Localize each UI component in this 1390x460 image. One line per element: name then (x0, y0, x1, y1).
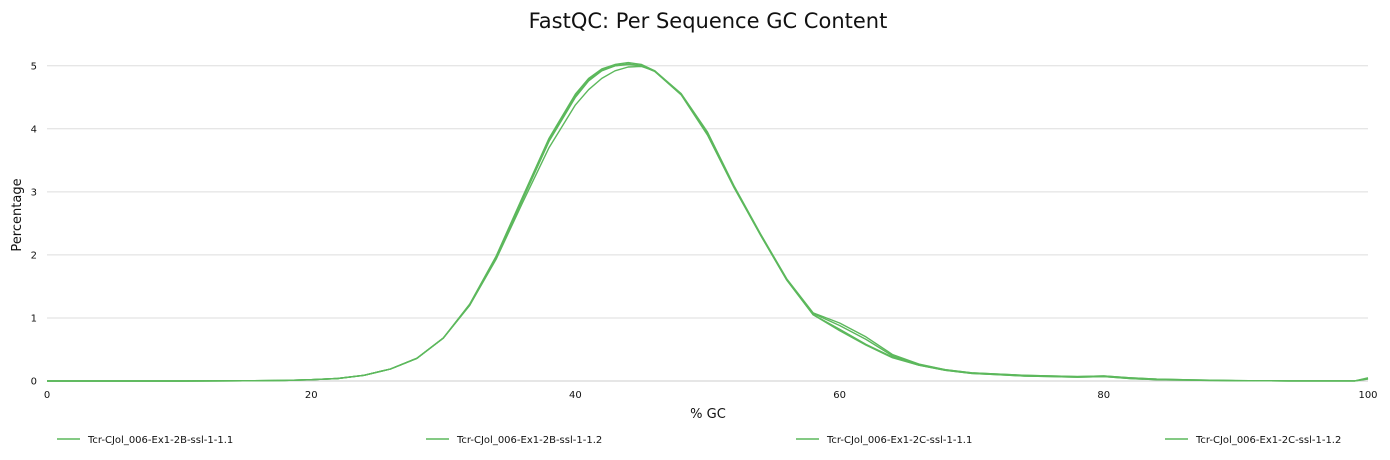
chart-title: FastQC: Per Sequence GC Content (529, 9, 888, 33)
series-lines (47, 61, 1369, 382)
series-line (47, 61, 1369, 382)
series-line (47, 63, 1369, 382)
x-tick-label: 0 (44, 390, 50, 401)
x-axis-label: % GC (690, 407, 726, 422)
x-tick-label: 100 (1358, 390, 1377, 401)
x-axis-ticks: 0 20 40 60 80 100 (44, 390, 1378, 401)
x-tick-label: 80 (1097, 390, 1110, 401)
series-line (47, 63, 1369, 382)
grid-lines (47, 65, 1368, 319)
x-tick-label: 40 (569, 390, 582, 401)
legend-label: Tcr-CJol_006-Ex1-2C-ssl-1-1.2 (1195, 435, 1341, 446)
y-tick-label: 3 (31, 187, 37, 198)
y-tick-label: 4 (31, 124, 37, 135)
y-axis-label: Percentage (10, 178, 25, 251)
series-line (47, 65, 1369, 382)
y-tick-label: 0 (31, 377, 37, 388)
x-tick-label: 60 (833, 390, 846, 401)
x-tick-label: 20 (305, 390, 318, 401)
y-tick-label: 2 (31, 250, 37, 261)
legend-label: Tcr-CJol_006-Ex1-2C-ssl-1-1.1 (826, 435, 972, 446)
legend: Tcr-CJol_006-Ex1-2B-ssl-1-1.1 Tcr-CJol_00… (57, 435, 1341, 446)
y-tick-label: 1 (31, 313, 37, 324)
y-tick-label: 5 (31, 61, 37, 72)
legend-label: Tcr-CJol_006-Ex1-2B-ssl-1-1.2 (456, 435, 602, 446)
y-axis-ticks: 0 1 2 3 4 5 (31, 61, 37, 387)
legend-label: Tcr-CJol_006-Ex1-2B-ssl-1-1.1 (87, 435, 233, 446)
